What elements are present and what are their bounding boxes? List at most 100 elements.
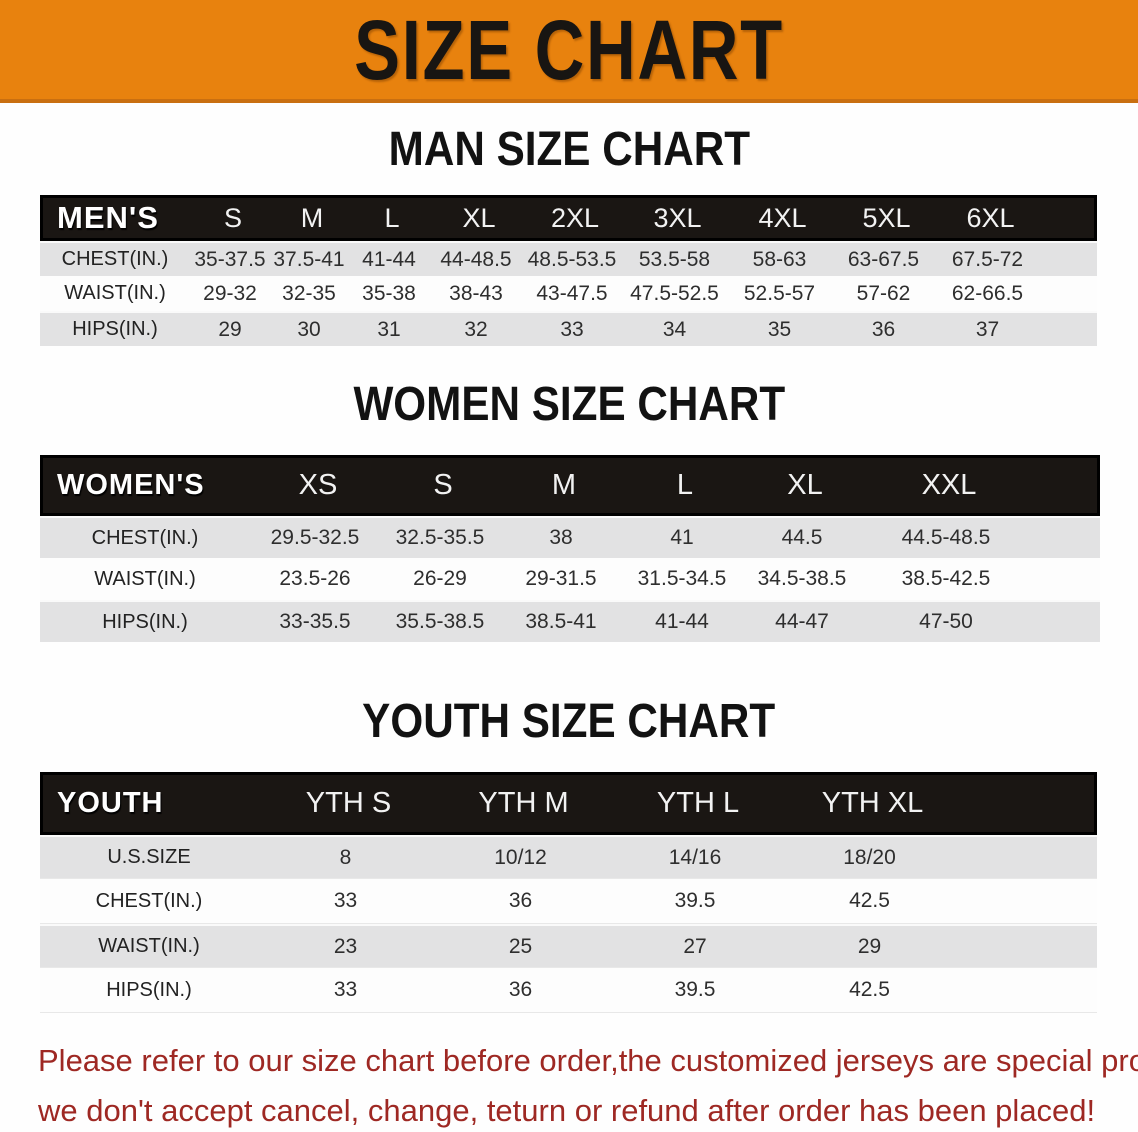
value-cell: 31.5-34.5 [637, 567, 727, 590]
value-cell: 25 [508, 934, 533, 958]
value-cell: 41-44 [655, 610, 709, 633]
value-cell: 29-32 [203, 281, 257, 305]
table-row: CHEST(IN.) 29.5-32.5 32.5-35.5 38 41 44.5 44.5… [40, 516, 1100, 558]
page-title: SIZE CHART [354, 2, 784, 97]
women-section-heading-text: WOMEN SIZE CHART [353, 378, 785, 431]
size-header-cell: XL [462, 202, 496, 233]
value-cell: 58-63 [752, 247, 807, 271]
youth-section-heading-text: YOUTH SIZE CHART [362, 695, 776, 748]
size-header-cell: 4XL [758, 202, 807, 233]
value-cell: 35 [767, 317, 792, 341]
row-label-cell: WAIST(IN.) [94, 567, 196, 590]
row-label-cell: WAIST(IN.) [98, 935, 200, 957]
size-header-cell: 2XL [550, 202, 600, 233]
row-label-cell: CHEST(IN.) [95, 889, 203, 912]
table-row: CHEST(IN.) 33 36 39.5 42.5 [40, 879, 1097, 924]
table-row: WAIST(IN.) 29-32 32-35 35-38 38-43 43-47.5 47.… [40, 276, 1097, 311]
value-cell: 29 [857, 934, 882, 958]
table-row: WAIST(IN.) 23 25 27 29 [40, 924, 1097, 968]
size-header-cell: YTH L [656, 787, 740, 819]
table-row: HIPS(IN.) 29 30 31 32 33 34 35 36 37 [40, 311, 1097, 346]
value-cell: 33 [333, 978, 358, 1001]
size-header-cell: S [433, 469, 453, 501]
value-cell: 29-31.5 [525, 567, 597, 590]
value-cell: 44.5 [781, 526, 823, 549]
size-header-cell: XL [787, 469, 823, 501]
value-cell: 35.5-38.5 [395, 610, 485, 633]
size-chart-banner: SIZE CHART [0, 0, 1138, 103]
value-cell: 38-43 [449, 281, 503, 305]
value-cell: 47.5-52.5 [630, 281, 719, 305]
value-cell: 36 [871, 317, 896, 341]
value-cell: 29.5-32.5 [270, 526, 360, 549]
value-cell: 34 [662, 317, 687, 341]
table-row: HIPS(IN.) 33 36 39.5 42.5 [40, 968, 1097, 1013]
size-header-cell: XS [298, 469, 338, 501]
table-row: WAIST(IN.) 23.5-26 26-29 29-31.5 31.5-34.5 34… [40, 558, 1100, 600]
size-header-cell: M [551, 469, 577, 501]
value-cell: 33-35.5 [279, 610, 351, 633]
value-cell: 30 [297, 317, 321, 341]
table-header-row: YOUTH YTH S YTH M YTH L YTH XL [40, 772, 1097, 835]
value-cell: 43-47.5 [536, 281, 608, 305]
row-label-cell: HIPS(IN.) [72, 318, 158, 340]
row-label-cell: WAIST(IN.) [64, 282, 166, 304]
man-section-heading: MAN SIZE CHART [0, 124, 1138, 176]
value-cell: 32-35 [282, 281, 336, 305]
size-header-cell: 5XL [862, 202, 911, 233]
value-cell: 33 [560, 317, 584, 341]
value-cell: 23 [333, 934, 358, 958]
row-label-cell: HIPS(IN.) [102, 610, 188, 633]
value-cell: 35-38 [362, 281, 416, 305]
value-cell: 44-48.5 [440, 247, 512, 271]
row-label-cell: CHEST(IN.) [61, 248, 169, 270]
value-cell: 44.5-48.5 [901, 526, 991, 549]
women-section-heading: WOMEN SIZE CHART [0, 379, 1138, 431]
value-cell: 52.5-57 [743, 281, 816, 305]
value-cell: 39.5 [674, 889, 716, 912]
men-size-table: MEN'S S M L XL 2XL 3XL 4XL 5XL 6XL CHEST(IN.) 35-37… [40, 195, 1097, 346]
value-cell: 8 [339, 845, 352, 869]
size-header-cell: YTH S [305, 787, 392, 819]
value-cell: 38.5-42.5 [901, 567, 991, 590]
value-cell: 53.5-58 [638, 247, 711, 271]
size-header-cell: 6XL [966, 202, 1015, 233]
size-header-cell: YTH M [478, 787, 569, 819]
youth-size-table: YOUTH YTH S YTH M YTH L YTH XL U.S.SIZE 8 10/12… [40, 772, 1097, 1013]
table-header-row: WOMEN'S XS S M L XL XXL [40, 455, 1100, 516]
value-cell: 67.5-72 [951, 247, 1024, 271]
value-cell: 35-37.5 [194, 247, 266, 271]
table-row: U.S.SIZE 8 10/12 14/16 18/20 [40, 835, 1097, 879]
value-cell: 47-50 [919, 610, 973, 633]
order-disclaimer-note: Please refer to our size chart before or… [38, 1036, 1138, 1132]
disclaimer-line-2: we don't accept cancel, change, teturn o… [38, 1093, 1096, 1128]
value-cell: 10/12 [494, 845, 547, 869]
man-section-heading-text: MAN SIZE CHART [388, 123, 750, 176]
value-cell: 33 [333, 889, 358, 912]
table-title-cell: MEN'S [57, 200, 159, 235]
value-cell: 37 [975, 317, 1000, 341]
size-header-cell: S [223, 202, 242, 233]
value-cell: 38 [549, 526, 573, 549]
table-title-cell: YOUTH [57, 787, 164, 819]
value-cell: 41-44 [362, 247, 416, 271]
size-header-cell: M [300, 202, 324, 233]
table-title-cell: WOMEN'S [57, 469, 205, 501]
table-row: CHEST(IN.) 35-37.5 37.5-41 41-44 44-48.5 48.5… [40, 241, 1097, 276]
table-header-row: MEN'S S M L XL 2XL 3XL 4XL 5XL 6XL [40, 195, 1097, 241]
value-cell: 32 [464, 317, 488, 341]
value-cell: 63-67.5 [847, 247, 920, 271]
value-cell: 36 [508, 978, 533, 1001]
size-header-cell: XXL [921, 469, 977, 501]
women-size-table: WOMEN'S XS S M L XL XXL CHEST(IN.) 29.5-32.5 32.5… [40, 455, 1100, 642]
value-cell: 37.5-41 [273, 247, 345, 271]
size-header-cell: YTH XL [821, 787, 924, 819]
value-cell: 48.5-53.5 [527, 247, 617, 271]
value-cell: 31 [377, 317, 401, 341]
value-cell: 42.5 [849, 889, 890, 912]
value-cell: 27 [683, 934, 707, 958]
value-cell: 32.5-35.5 [395, 526, 485, 549]
value-cell: 62-66.5 [951, 281, 1024, 305]
value-cell: 14/16 [668, 845, 722, 869]
